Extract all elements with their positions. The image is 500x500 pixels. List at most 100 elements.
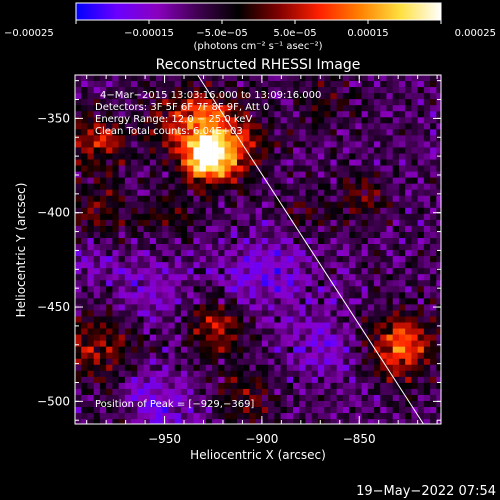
heatmap-cell <box>131 153 138 160</box>
heatmap-cell <box>380 256 387 263</box>
heatmap-cell <box>93 219 101 227</box>
heatmap-cell <box>349 87 356 94</box>
heatmap-cell <box>268 364 275 372</box>
heatmap-cell <box>367 382 375 390</box>
heatmap-cell <box>212 292 219 299</box>
heatmap-cell <box>255 111 263 118</box>
heatmap-cell <box>255 231 263 239</box>
heatmap-cell <box>261 298 269 305</box>
heatmap-cell <box>355 159 362 166</box>
heatmap-cell <box>106 419 113 424</box>
heatmap-cell <box>75 256 82 263</box>
heatmap-cell <box>212 171 219 178</box>
heatmap-cell <box>137 213 144 221</box>
heatmap-cell <box>342 322 350 329</box>
heatmap-cell <box>112 147 119 154</box>
heatmap-cell <box>386 99 394 106</box>
heatmap-cell <box>361 407 369 414</box>
heatmap-cell <box>236 352 244 360</box>
heatmap-cell <box>355 364 362 372</box>
heatmap-cell <box>293 171 300 178</box>
heatmap-cell <box>112 268 119 275</box>
heatmap-cell <box>93 340 101 347</box>
heatmap-cell <box>261 419 269 424</box>
heatmap-cell <box>355 165 362 172</box>
heatmap-cell <box>106 201 113 209</box>
heatmap-cell <box>374 425 381 431</box>
heatmap-cell <box>305 129 313 136</box>
heatmap-cell <box>193 123 200 130</box>
heatmap-cell <box>349 328 356 335</box>
heatmap-cell <box>255 195 263 203</box>
heatmap-cell <box>180 364 188 372</box>
heatmap-cell <box>411 201 418 209</box>
heatmap-cell <box>443 208 450 214</box>
heatmap-cell <box>230 328 238 335</box>
heatmap-cell <box>392 346 400 353</box>
heatmap-cell <box>423 364 431 372</box>
heatmap-cell <box>218 400 225 408</box>
heatmap-cell <box>386 262 394 269</box>
heatmap-cell <box>367 165 375 172</box>
heatmap-cell <box>124 407 132 414</box>
heatmap-cell <box>99 298 107 305</box>
heatmap-cell <box>218 183 225 190</box>
heatmap-cell <box>224 292 232 299</box>
heatmap-cell <box>112 171 119 178</box>
heatmap-cell <box>355 382 362 390</box>
heatmap-cell <box>224 75 232 82</box>
heatmap-cell <box>417 334 425 341</box>
heatmap-cell <box>112 225 119 233</box>
heatmap-cell <box>224 340 232 347</box>
heatmap-cell <box>312 425 319 431</box>
heatmap-cell <box>131 207 138 215</box>
heatmap-cell <box>124 123 132 130</box>
heatmap-cell <box>342 237 350 245</box>
heatmap-cell <box>75 129 82 136</box>
heatmap-cell <box>280 201 288 209</box>
heatmap-cell <box>405 225 412 233</box>
heatmap-cell <box>149 207 157 215</box>
heatmap-cell <box>280 298 288 305</box>
heatmap-cell <box>342 93 350 100</box>
heatmap-cell <box>261 413 269 420</box>
heatmap-cell <box>81 147 88 154</box>
heatmap-cell <box>174 286 182 293</box>
heatmap-cell <box>330 268 337 275</box>
heatmap-cell <box>137 268 144 275</box>
heatmap-cell <box>417 195 425 203</box>
heatmap-cell <box>367 129 375 136</box>
heatmap-cell <box>411 388 418 396</box>
heatmap-cell <box>317 292 325 299</box>
heatmap-cell <box>342 147 350 154</box>
heatmap-cell <box>361 93 369 100</box>
heatmap-cell <box>386 87 394 94</box>
heatmap-cell <box>124 256 132 263</box>
heatmap-cell <box>317 165 325 172</box>
heatmap-cell <box>293 231 300 239</box>
heatmap-cell <box>236 177 244 184</box>
heatmap-cell <box>274 171 281 178</box>
y-tick-label: −400 <box>37 206 70 220</box>
heatmap-cell <box>180 105 188 112</box>
heatmap-cell <box>392 419 400 424</box>
heatmap-cell <box>131 268 138 275</box>
heatmap-cell <box>286 237 294 245</box>
heatmap-cell <box>143 237 151 245</box>
heatmap-cell <box>199 316 207 323</box>
heatmap-cell <box>212 219 219 227</box>
heatmap-cell <box>124 413 132 420</box>
heatmap-cell <box>236 388 244 396</box>
heatmap-cell <box>212 201 219 209</box>
heatmap-cell <box>236 195 244 203</box>
heatmap-cell <box>137 135 144 142</box>
heatmap-cell <box>218 177 225 184</box>
heatmap-cell <box>305 370 313 378</box>
heatmap-cell <box>230 213 238 221</box>
heatmap-cell <box>180 268 188 275</box>
heatmap-cell <box>174 159 182 166</box>
heatmap-cell <box>411 262 418 269</box>
heatmap-cell <box>443 323 450 329</box>
heatmap-cell <box>342 358 350 366</box>
heatmap-cell <box>280 274 288 281</box>
